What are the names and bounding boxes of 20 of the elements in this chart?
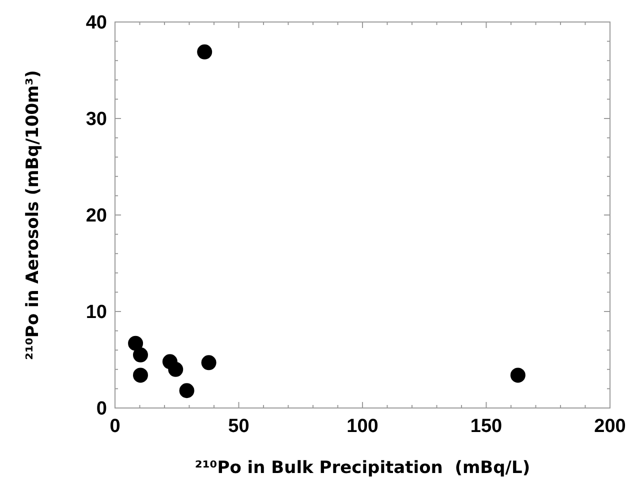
y-tick-label: 40: [86, 12, 107, 34]
y-tick-label: 10: [86, 302, 107, 324]
x-tick-label: 0: [110, 416, 120, 437]
y-tick-label: 30: [86, 109, 107, 130]
point: [132, 347, 148, 362]
x-axis-title: ²¹⁰Po in Bulk Precipitation (mBq/L): [194, 458, 530, 478]
point: [132, 368, 148, 383]
x-tick-label: 200: [594, 416, 626, 437]
point: [201, 355, 216, 370]
point: [128, 336, 144, 351]
point: [179, 383, 194, 398]
x-tick-label: 150: [470, 416, 502, 437]
y-tick-label: 20: [86, 206, 107, 227]
x-tick-label: 50: [228, 416, 250, 437]
x-tick-label: 100: [346, 416, 378, 437]
y-tick-label: 0: [96, 398, 107, 420]
point: [510, 368, 526, 383]
y-axis-title: ²¹⁰Po in Aerosols (mBq/100m³): [23, 70, 43, 360]
point: [168, 362, 184, 377]
point: [197, 44, 212, 60]
